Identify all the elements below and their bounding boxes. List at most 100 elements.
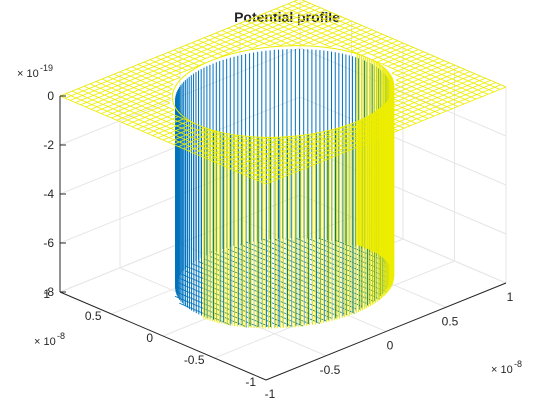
surface-rim-line [106,88,173,117]
surface-rim-line [395,62,450,86]
surface-rim-line [296,136,339,156]
surface-rim-line [302,22,357,46]
surface-mesh [59,0,507,329]
z-exponent-label: × 10 -19 [17,63,53,80]
surface-rim-line [324,134,357,148]
surface-rim-line [215,32,253,49]
surface-rim-line [179,47,206,59]
x-exponent-label: × 10 -8 [491,359,522,376]
tick-labels: -8 -6 -4 -2 0 -1 -0.5 0 0.5 1 -1 -0.5 0 0.5 1 [43,89,513,401]
surface-rim-line [59,0,299,97]
surface-rim-line [214,137,275,163]
y-exponent-label: × 10 -8 [34,331,65,348]
z-tick-label: -8 [43,285,54,299]
surface-rim-line [293,1,501,90]
surface-rim-edge [171,45,395,138]
surface-rim-line [203,127,303,170]
surface-rim-line [372,114,405,129]
surface-rim-line [360,124,387,136]
surface-rim-line [263,13,363,56]
surface-rim-line [125,68,173,90]
surface-rim-line [113,73,171,99]
surface-rim-line [263,137,321,163]
surface-rim-line [188,136,225,152]
surface-rim-line [393,93,441,115]
surface-rim-line [391,102,429,119]
surface-rim-line [378,112,411,127]
surface-rim-line [275,8,483,98]
surface-rim-line [95,77,181,112]
surface-rim-line [329,29,373,48]
y-axis-line [59,291,267,381]
y-exponent-base: × 10 [34,336,56,348]
surface-rim-line [385,105,423,122]
surface-rim-line [301,0,507,88]
surface-rim-line [313,134,351,151]
surface-rim-line [80,7,321,106]
surface-rim-line [392,98,435,117]
surface-rim-line [216,11,332,59]
y-tick-label: 0.5 [85,309,102,323]
surface-well-floor-line [179,272,303,327]
z-exponent-base: × 10 [17,68,39,80]
surface-rim-line [391,72,465,105]
surface-rim-line [391,55,435,74]
surface-rim-line [209,137,264,161]
z-exponent-power: -19 [40,63,53,73]
surface-rim-line [269,10,477,100]
surface-rim-line [183,133,220,150]
surface-rim-line [193,135,237,154]
surface-rim-line [85,9,326,108]
surface-rim-line [121,102,170,123]
surface-rim-line [70,3,311,101]
x-tick-label: 1 [507,290,514,304]
surface-rim-line [178,131,215,147]
z-tick-label: -2 [43,138,54,152]
x-tick-label: -0.5 [320,363,341,377]
y-exponent-power: -8 [57,331,65,341]
surface-rim-line [64,0,306,99]
surface-rim-line [167,127,205,143]
y-tick-label: -0.5 [184,353,205,367]
surface-rim-line [143,61,181,78]
surface-rim-line [366,117,399,132]
surface-rim-line [173,129,210,145]
surface-rim-line [152,120,189,136]
surface-rim-line [142,116,179,132]
y-tick-label: 1 [43,287,50,301]
surface-rim-line [251,14,337,49]
surface-rim-line [324,27,368,45]
surface-rim-line [348,124,381,139]
y-tick-label: 0 [146,331,153,345]
surface-rim-line [157,122,195,139]
surface-rim-line [126,107,170,125]
surface-rim-line [90,62,206,110]
x-axis-line [265,282,507,381]
x-tick-label: 0.5 [442,314,459,328]
surface-rim-line [233,25,281,46]
surface-rim-line [229,134,315,169]
surface-rim-line [307,136,345,153]
surface-rim-line [393,66,460,95]
surface-rim-line [274,137,327,161]
surface-rim-line [342,126,375,141]
surface-rim-line [336,129,369,144]
surface-rim-line [101,84,174,114]
surface-rim-line [281,5,489,95]
surface-rim-line [131,109,175,128]
surface-rim-line [95,81,195,124]
x-tick-label: -1 [265,387,276,401]
z-tick-label: 0 [47,89,54,103]
x-exponent-base: × 10 [491,364,513,376]
surface-rim-line [221,30,259,47]
surface-rim-line [198,138,242,156]
surface-rim-line [234,124,350,172]
surface-rim-line [245,20,303,46]
z-tick-label: -6 [43,236,54,250]
surface-rim-line [111,93,172,119]
surface-rim-line [137,114,174,130]
surface-rim-line [137,64,175,81]
x-tick-label: 0 [387,339,394,353]
surface-rim-line [371,59,471,102]
surface-rim-line [280,18,347,46]
